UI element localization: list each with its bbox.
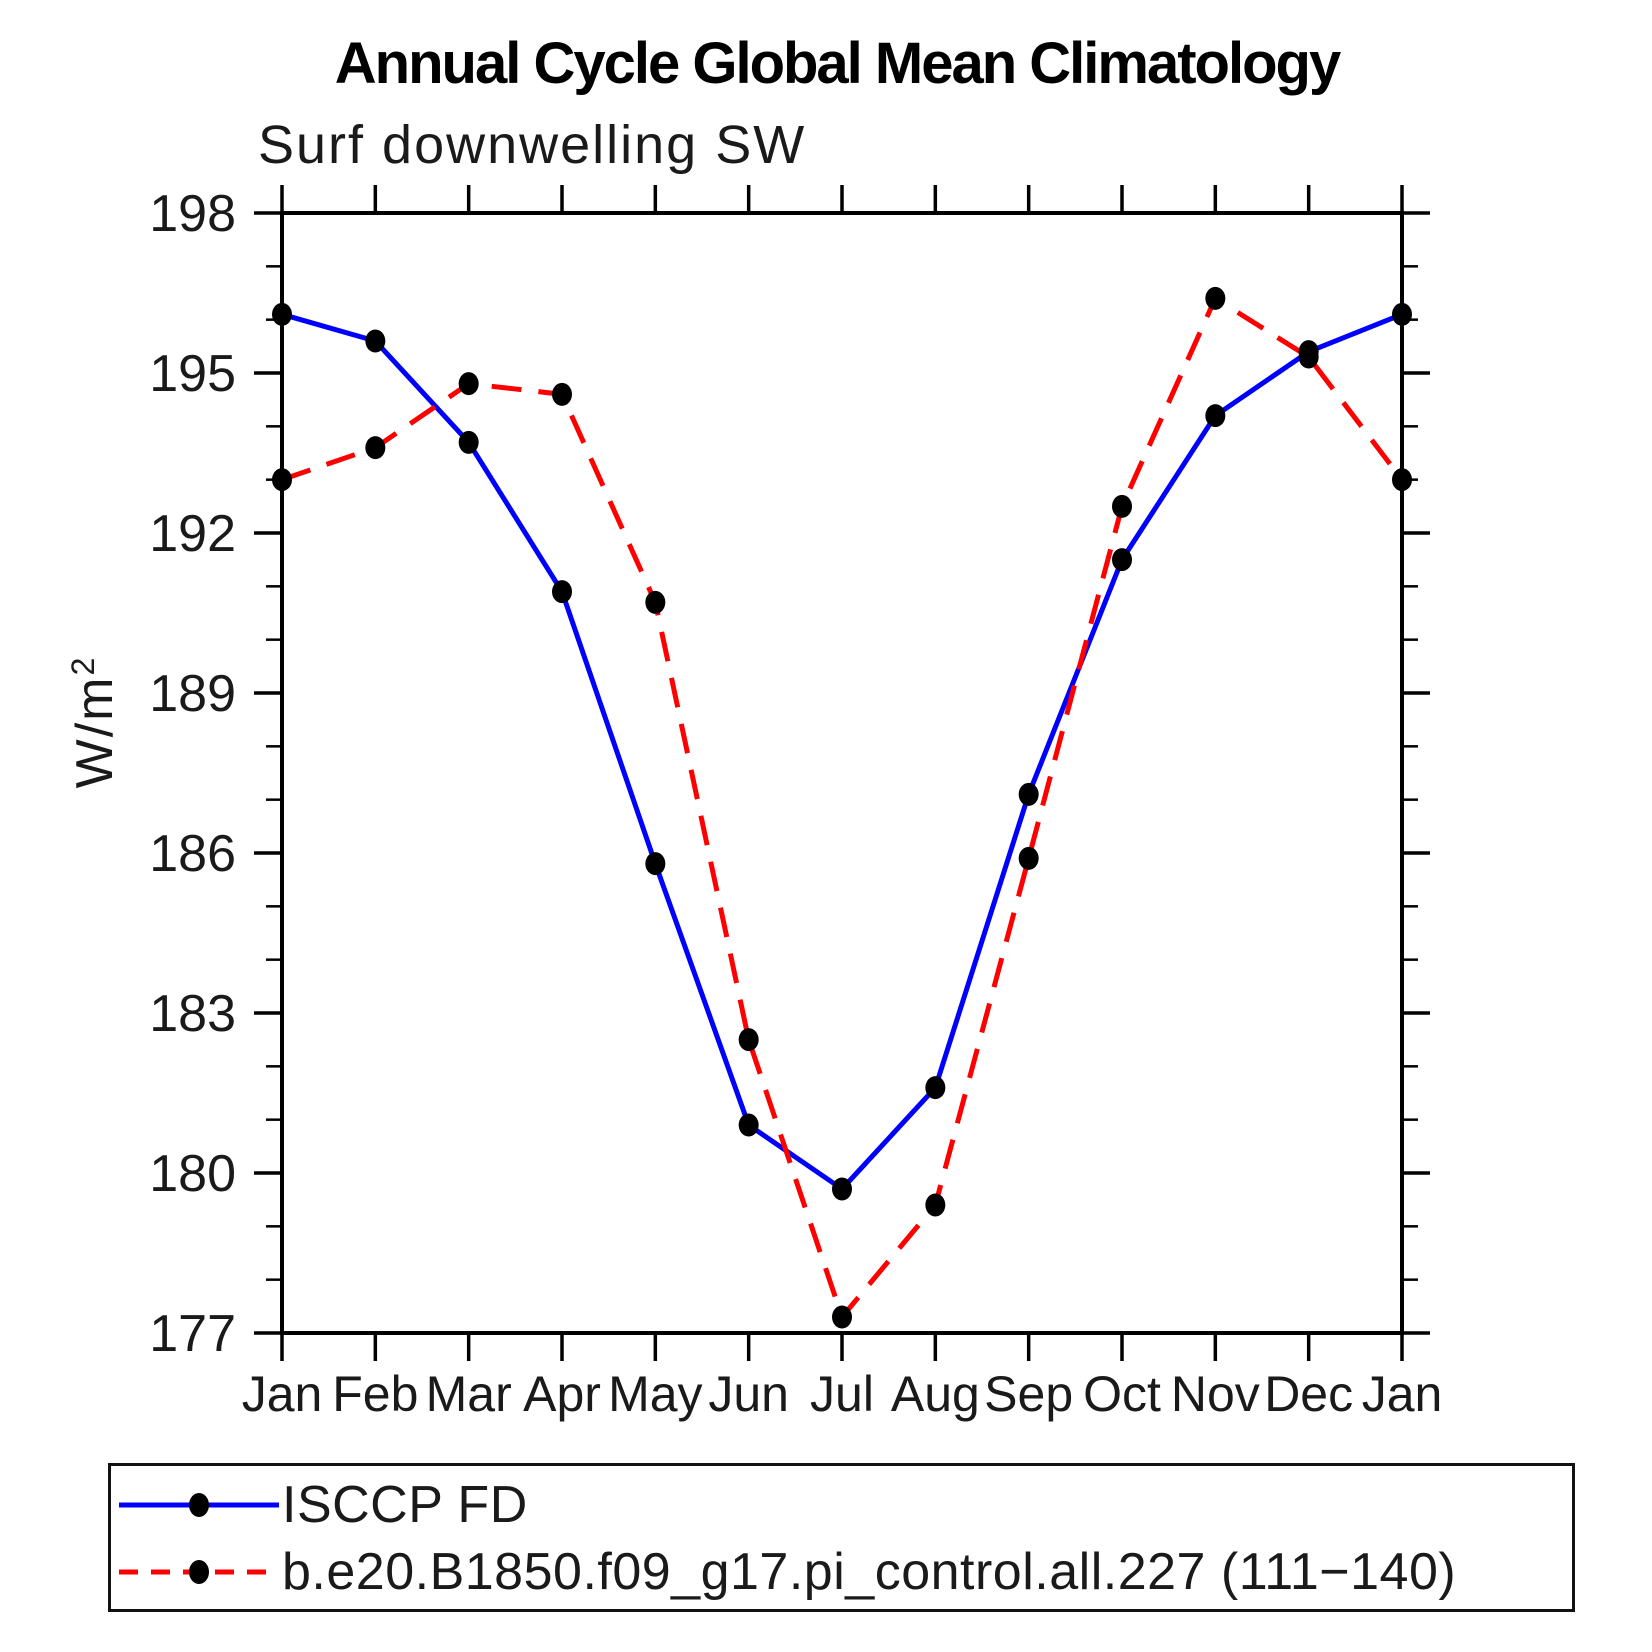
data-point-marker xyxy=(1205,404,1226,428)
chart-subtitle: Surf downwelling SW xyxy=(258,115,807,175)
y-tick-label: 186 xyxy=(149,825,236,883)
data-point-marker xyxy=(1205,286,1226,310)
x-tick-label: Jan xyxy=(242,1366,323,1422)
data-point-marker xyxy=(1018,782,1039,806)
chart-title: Annual Cycle Global Mean Climatology xyxy=(334,31,1341,96)
data-point-marker xyxy=(552,580,572,604)
legend-swatch-solid xyxy=(119,1493,279,1517)
data-point-marker xyxy=(832,1305,852,1329)
x-tick-label: Jul xyxy=(810,1366,874,1422)
y-tick-label: 195 xyxy=(149,345,236,403)
x-tick-label: Apr xyxy=(523,1366,601,1422)
data-point-marker xyxy=(1112,548,1132,572)
y-tick-label: 183 xyxy=(149,985,236,1043)
legend-item-isccp-fd: ISCCP FD xyxy=(116,1476,528,1534)
y-tick-label: 198 xyxy=(149,185,236,243)
data-point-marker xyxy=(272,302,292,326)
data-point-marker xyxy=(925,1193,946,1217)
data-point-marker xyxy=(365,436,386,460)
x-tick-label: Sep xyxy=(984,1366,1073,1422)
x-tick-label: Feb xyxy=(332,1366,418,1422)
legend-label-isccp-fd: ISCCP FD xyxy=(282,1476,528,1534)
data-point-marker xyxy=(1392,468,1412,492)
data-point-marker xyxy=(458,372,479,396)
series-line-0 xyxy=(281,311,1403,1192)
legend-label-model: b.e20.B1850.f09_g17.pi_control.all.227 (… xyxy=(282,1543,1457,1601)
data-point-marker xyxy=(365,329,386,353)
x-tick-label: Oct xyxy=(1083,1366,1161,1422)
y-tick-label: 180 xyxy=(149,1145,236,1203)
data-point-marker xyxy=(645,852,666,876)
data-point-marker xyxy=(925,1076,946,1100)
x-tick-label: May xyxy=(608,1366,702,1422)
y-tick-label: 192 xyxy=(149,505,236,563)
legend-item-model: b.e20.B1850.f09_g17.pi_control.all.227 (… xyxy=(116,1543,1457,1601)
legend-marker-dot xyxy=(189,1493,209,1517)
data-point-marker xyxy=(1298,345,1319,369)
x-tick-label: Nov xyxy=(1171,1366,1260,1422)
x-tick-label: Jun xyxy=(708,1366,789,1422)
data-point-marker xyxy=(832,1177,852,1201)
x-tick-label: Aug xyxy=(891,1366,980,1422)
data-point-marker xyxy=(645,590,666,614)
data-point-marker xyxy=(1112,494,1132,518)
data-point-marker xyxy=(738,1028,759,1052)
x-tick-label: Dec xyxy=(1264,1366,1353,1422)
legend-box: ISCCP FD b.e20.B1850.f09_g17.pi_control.… xyxy=(108,1463,1575,1612)
y-tick-label: 189 xyxy=(149,665,236,723)
data-point-marker xyxy=(552,382,572,406)
data-point-marker xyxy=(1392,302,1412,326)
x-tick-label: Mar xyxy=(426,1366,512,1422)
data-point-marker xyxy=(738,1113,759,1137)
data-point-marker xyxy=(1018,846,1039,870)
legend-swatch-dashed xyxy=(119,1560,279,1584)
data-point-marker xyxy=(458,430,479,454)
x-tick-label: Jan xyxy=(1362,1366,1443,1422)
legend-marker-dot xyxy=(189,1560,209,1584)
series-line-1 xyxy=(281,295,1404,1320)
plot-frame xyxy=(280,211,1404,1335)
data-point-marker xyxy=(272,468,292,492)
y-tick-label: 177 xyxy=(149,1305,236,1363)
